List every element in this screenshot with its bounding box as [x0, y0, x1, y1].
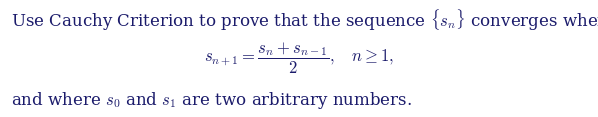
Text: $s_{n+1} = \dfrac{s_n + s_{n-1}}{2}, \quad n \geq 1,$: $s_{n+1} = \dfrac{s_n + s_{n-1}}{2}, \qu…: [204, 41, 394, 76]
Text: Use Cauchy Criterion to prove that the sequence $\{s_n\}$ converges where: Use Cauchy Criterion to prove that the s…: [11, 8, 598, 33]
Text: and where $s_0$ and $s_1$ are two arbitrary numbers.: and where $s_0$ and $s_1$ are two arbitr…: [11, 90, 411, 111]
